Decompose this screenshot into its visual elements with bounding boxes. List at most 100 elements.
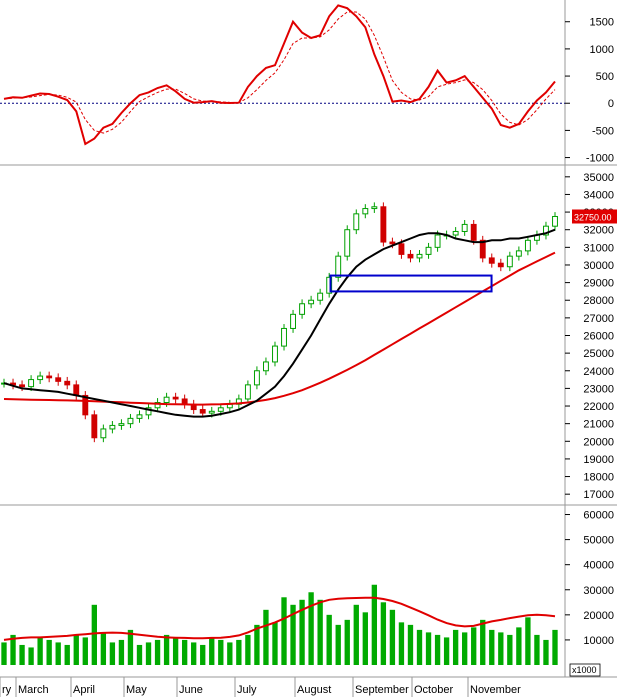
candle <box>290 313 296 329</box>
price-tick-label: 32000 <box>583 225 614 237</box>
macd-panel <box>0 4 565 146</box>
month-label: November <box>470 684 521 696</box>
candle <box>55 377 62 382</box>
month-axis: ry March April May June July August September Oc… <box>0 677 521 697</box>
volume-bar <box>118 639 125 665</box>
candle <box>308 299 315 305</box>
volume-bar <box>425 632 432 665</box>
price-tick-label: 21000 <box>583 419 614 431</box>
volume-bar <box>200 644 206 665</box>
candle <box>46 375 53 379</box>
volume-bar <box>172 637 179 665</box>
volume-bar <box>82 637 88 665</box>
macd-tick-label: 1000 <box>590 44 614 56</box>
month-label: July <box>237 684 257 696</box>
volume-bar <box>227 642 233 665</box>
price-tick-label: 25000 <box>583 348 614 360</box>
panel-frames <box>0 0 617 678</box>
volume-bar <box>299 599 305 665</box>
volume-bar <box>452 629 459 665</box>
volume-bar <box>326 614 332 665</box>
candle <box>407 253 414 259</box>
candle <box>208 410 215 414</box>
volume-bar <box>55 642 61 665</box>
candle <box>497 262 504 268</box>
volume-bar <box>335 624 341 665</box>
volume-bar <box>181 639 188 665</box>
volume-bar <box>462 632 468 665</box>
price-tick-label: 35000 <box>583 172 614 184</box>
volume-tick-label: 10000 <box>583 635 614 647</box>
volume-bar <box>145 642 152 665</box>
macd-tick-label: 500 <box>596 71 614 83</box>
month-label: April <box>73 684 95 696</box>
month-label: August <box>297 684 331 696</box>
volume-bar <box>443 637 450 665</box>
candle <box>263 361 269 372</box>
volume-bar <box>498 632 504 665</box>
volume-unit-box <box>569 663 601 677</box>
volume-bar <box>91 604 97 665</box>
volume-bar <box>308 592 314 665</box>
volume-bar <box>507 634 513 665</box>
candle <box>552 215 558 227</box>
candle <box>172 396 179 400</box>
candle <box>389 241 396 245</box>
price-tick-label: 23000 <box>583 383 614 395</box>
volume-bar <box>28 647 34 665</box>
volume-bar <box>534 634 540 665</box>
price-tick-label: 26000 <box>583 331 614 343</box>
month-label: October <box>414 684 453 696</box>
price-tick-label: 18000 <box>583 472 614 484</box>
candle <box>416 253 423 259</box>
volume-bar <box>19 644 25 665</box>
candle <box>452 230 459 236</box>
last-price-label-bg <box>572 209 617 224</box>
macd-tick-label: 1500 <box>590 17 614 29</box>
volume-bar <box>371 584 378 665</box>
candle <box>272 345 278 363</box>
volume-bar <box>389 609 396 665</box>
candle <box>380 206 387 243</box>
volume-bar <box>100 632 107 665</box>
price-tick-label: 24000 <box>583 366 614 378</box>
volume-tick-label: 50000 <box>583 535 614 547</box>
volume-bar <box>64 644 70 665</box>
volume-bar <box>552 629 558 665</box>
volume-bar <box>73 634 79 665</box>
last-price-label: 32750.00 <box>574 212 612 222</box>
volume-bar <box>263 609 269 665</box>
volume-tick-label: 40000 <box>583 560 614 572</box>
candle <box>515 250 522 257</box>
volume-bar <box>46 639 52 665</box>
candle <box>353 213 360 231</box>
volume-bar <box>1 642 7 665</box>
volume-tick-label: 20000 <box>583 610 614 622</box>
candle <box>64 380 71 386</box>
volume-bar <box>136 644 143 665</box>
candle <box>335 255 342 278</box>
candle <box>127 417 134 425</box>
candle <box>217 407 224 412</box>
month-label: March <box>18 684 49 696</box>
candle <box>100 428 107 439</box>
candle <box>470 223 477 241</box>
price-tick-label: 28000 <box>583 295 614 307</box>
volume-bar <box>209 637 215 665</box>
macd-line <box>3 4 556 146</box>
candle <box>398 243 405 255</box>
volume-bar <box>471 627 477 665</box>
candle <box>91 414 98 439</box>
candle <box>82 394 89 416</box>
candle <box>371 206 378 210</box>
volume-bar <box>109 642 116 665</box>
price-tick-label: 17000 <box>583 489 614 501</box>
candle <box>461 223 468 232</box>
macd-tick-label: -500 <box>592 125 614 137</box>
candle <box>281 327 287 347</box>
candle <box>136 414 143 419</box>
volume-tick-label: 30000 <box>583 585 614 597</box>
price-ma-red <box>3 251 556 406</box>
candle <box>28 379 35 388</box>
